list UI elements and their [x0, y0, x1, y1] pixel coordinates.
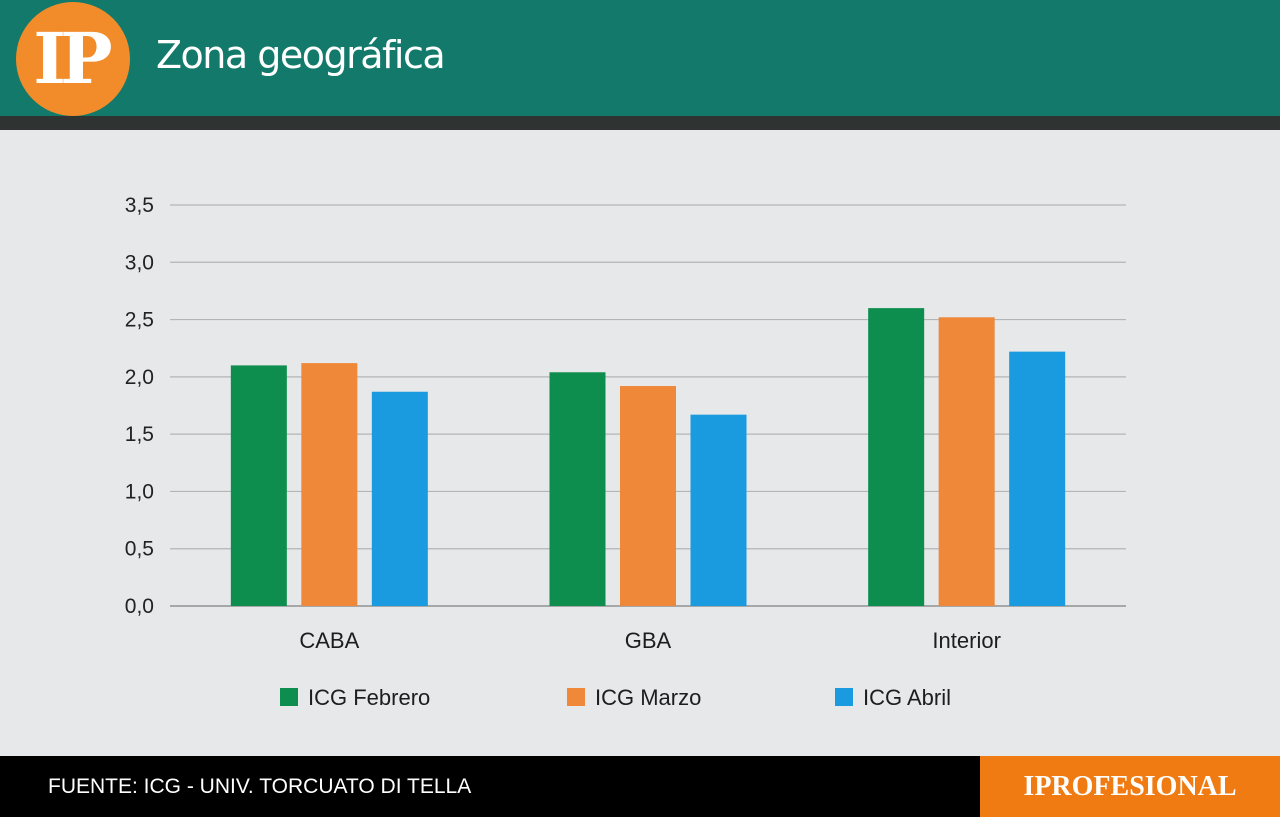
bar-interior-icg-marzo — [938, 317, 995, 606]
brand-badge: IPROFESIONAL — [980, 756, 1280, 817]
chart-legend: ICG Febrero ICG Marzo ICG Abril — [280, 685, 951, 710]
bar-gba-icg-marzo — [620, 386, 676, 606]
y-tick-label: 2,5 — [125, 309, 154, 332]
logo-text: IP — [33, 17, 112, 100]
bar-gba-icg-abril — [690, 414, 747, 606]
bar-caba-icg-abril — [371, 391, 428, 606]
legend-swatch — [835, 688, 853, 706]
x-axis-labels: CABA GBA Interior — [299, 628, 1001, 653]
y-axis-ticks: 0,0 0,5 1,0 1,5 2,0 2,5 3,0 3,5 — [125, 194, 154, 618]
bar-chart: 0,0 0,5 1,0 1,5 2,0 2,5 3,0 3,5 CABA GBA Interior… — [125, 194, 1126, 710]
y-tick-label: 0,0 — [125, 595, 154, 618]
legend-label: ICG Marzo — [595, 685, 701, 710]
bar-interior-icg-abril — [1009, 351, 1066, 606]
page-title: Zona geográfica — [156, 33, 446, 77]
source-note: FUENTE: ICG - UNIV. TORCUATO DI TELLA — [48, 775, 472, 798]
y-tick-label: 2,0 — [125, 366, 154, 389]
brand-logo-text: IPROFESIONAL — [1023, 770, 1237, 802]
legend-swatch — [280, 688, 298, 706]
y-tick-label: 3,5 — [125, 194, 154, 217]
bar-caba-icg-marzo — [301, 363, 358, 606]
y-tick-label: 1,5 — [125, 423, 154, 446]
x-category-label: GBA — [625, 628, 672, 653]
header-divider — [0, 116, 1280, 130]
y-tick-label: 3,0 — [125, 251, 154, 274]
y-tick-label: 1,0 — [125, 480, 154, 503]
header-bar — [0, 0, 1280, 116]
x-category-label: Interior — [932, 628, 1000, 653]
x-category-label: CABA — [299, 628, 359, 653]
bar-caba-icg-febrero — [230, 365, 287, 606]
legend-swatch — [567, 688, 585, 706]
legend-label: ICG Abril — [863, 685, 951, 710]
bar-interior-icg-febrero — [868, 308, 925, 606]
ip-logo: IP — [16, 2, 130, 116]
legend-label: ICG Febrero — [308, 685, 430, 710]
y-tick-label: 0,5 — [125, 538, 154, 561]
bar-gba-icg-febrero — [549, 372, 606, 606]
chart-bars — [230, 308, 1066, 606]
